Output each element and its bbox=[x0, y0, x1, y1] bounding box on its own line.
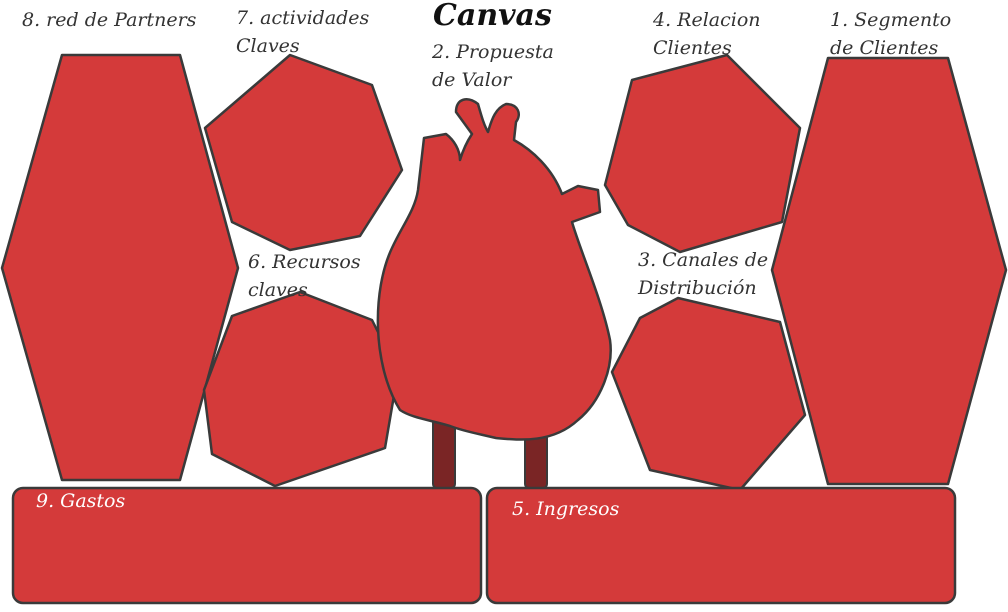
gastos-label-text: 9. Gastos bbox=[36, 490, 126, 512]
relationship-label-line1: 4. Relacion bbox=[653, 9, 761, 31]
segments-label: 1. Segmento de Clientes bbox=[830, 6, 951, 62]
channels-heptagon bbox=[610, 296, 807, 492]
resources-label: 6. Recursos claves bbox=[248, 248, 361, 304]
relationship-label-line2: Clientes bbox=[653, 37, 732, 59]
segments-hexagon bbox=[770, 56, 1008, 486]
value-proposition-label-line1: 2. Propuesta bbox=[432, 41, 554, 63]
channels-label-line1: 3. Canales de bbox=[638, 249, 769, 271]
activities-label-line2: Claves bbox=[236, 35, 300, 57]
activities-heptagon bbox=[203, 53, 404, 252]
ingresos-label-text: 5. Ingresos bbox=[512, 498, 620, 520]
gastos-label: 9. Gastos bbox=[36, 487, 125, 515]
segments-label-line1: 1. Segmento bbox=[830, 9, 952, 31]
value-proposition-label-line2: de Valor bbox=[432, 69, 512, 91]
activities-label-line1: 7. actividades bbox=[236, 7, 370, 29]
partners-label: 8. red de Partners bbox=[22, 6, 196, 34]
segments-label-line2: de Clientes bbox=[830, 37, 939, 59]
relationship-label: 4. Relacion Clientes bbox=[653, 6, 761, 62]
page-title: Canvas bbox=[433, 0, 552, 33]
heart-icon bbox=[376, 98, 612, 441]
resources-label-line1: 6. Recursos bbox=[248, 251, 361, 273]
partners-hexagon bbox=[0, 53, 240, 482]
resources-label-line2: claves bbox=[248, 279, 308, 301]
channels-label: 3. Canales de Distribución bbox=[638, 246, 768, 302]
channels-label-line2: Distribución bbox=[638, 277, 757, 299]
partners-label-text: 8. red de Partners bbox=[22, 9, 197, 31]
activities-label: 7. actividades Claves bbox=[236, 4, 369, 60]
value-proposition-label: 2. Propuesta de Valor bbox=[432, 38, 554, 94]
ingresos-label: 5. Ingresos bbox=[512, 495, 619, 523]
resources-heptagon bbox=[202, 290, 400, 488]
relationship-heptagon bbox=[603, 53, 802, 254]
ingresos-box bbox=[485, 486, 957, 605]
gastos-box bbox=[11, 486, 483, 605]
